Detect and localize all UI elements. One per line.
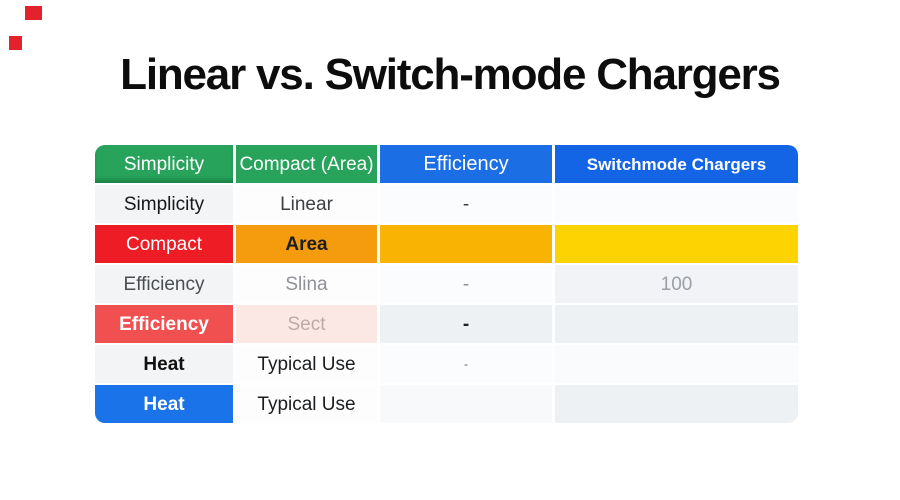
cell-r4-empty — [555, 305, 798, 343]
cell-r2-compact: Compact — [95, 225, 233, 263]
red-marker-2 — [9, 36, 22, 50]
cell-r5-typical-use: Typical Use — [236, 345, 377, 383]
cell-r6-typical-use: Typical Use — [236, 385, 377, 423]
cell-r4-sect: Sect — [236, 305, 377, 343]
comparison-table: Simplicity Compact (Area) Efficiency Switch… — [95, 145, 798, 423]
cell-r1-simplicity: Simplicity — [95, 185, 233, 223]
cell-r1-empty: - — [380, 185, 552, 223]
cell-r5-heat: Heat — [95, 345, 233, 383]
header-cell-compact-area: Compact (Area) — [236, 145, 377, 183]
cell-r3-100: 100 — [555, 265, 798, 303]
cell-r2-area: Area — [236, 225, 377, 263]
cell-r5-empty: - — [380, 345, 552, 383]
header-cell-efficiency: Efficiency — [380, 145, 552, 183]
cell-r4-empty: - — [380, 305, 552, 343]
cell-r3-efficiency: Efficiency — [95, 265, 233, 303]
cell-r6-empty — [555, 385, 798, 423]
header-cell-simplicity: Simplicity — [95, 145, 233, 183]
page-title: Linear vs. Switch-mode Chargers — [120, 50, 781, 99]
red-marker-1 — [25, 6, 42, 20]
cell-r2-empty — [380, 225, 552, 263]
cell-r5-empty — [555, 345, 798, 383]
cell-r6-empty — [380, 385, 552, 423]
cell-r3-empty: - — [380, 265, 552, 303]
cell-r6-heat: Heat — [95, 385, 233, 423]
cell-r4-efficiency: Efficiency — [95, 305, 233, 343]
cell-r1-linear: Linear — [236, 185, 377, 223]
cell-r3-slina: Slina — [236, 265, 377, 303]
cell-r2-empty — [555, 225, 798, 263]
cell-r1-empty — [555, 185, 798, 223]
header-cell-switchmode-chargers: Switchmode Chargers — [555, 145, 798, 183]
